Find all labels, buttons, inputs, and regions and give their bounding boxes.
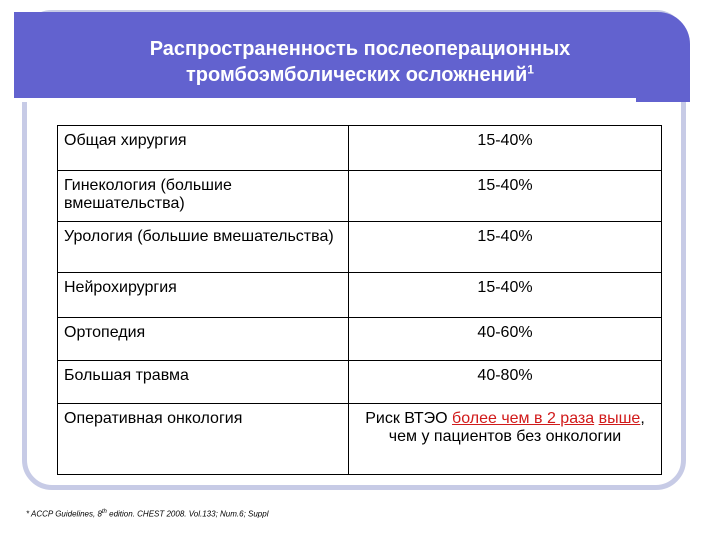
title-line-1: Распространенность послеоперационных — [149, 38, 571, 60]
complications-table: Общая хирургия 15-40% Гинекология (больш… — [57, 125, 662, 475]
slide-title: Распространенность послеоперационных тро… — [60, 36, 660, 88]
title-line-2: тромбоэмболических осложнений1 — [60, 62, 660, 88]
table-row: Нейрохирургия 15-40% — [57, 272, 662, 318]
risk-suffix: , чем у пациентов без онкологии — [388, 410, 645, 445]
footnote-superscript: th — [101, 509, 107, 515]
risk-prefix: Риск ВТЭО — [365, 410, 453, 427]
category-cell: Оперативная онкология — [57, 403, 349, 475]
header-underline — [14, 98, 636, 102]
table-row: Гинекология (большие вмешательства) 15-4… — [57, 170, 662, 222]
oncology-risk-cell: Риск ВТЭО более чем в 2 раза выше, чем у… — [348, 403, 662, 475]
value-cell: 15-40% — [348, 170, 662, 222]
footnote-suffix: edition. CHEST 2008. Vol.133; Num.6; Sup… — [106, 509, 269, 519]
category-cell: Большая травма — [57, 360, 349, 404]
value-cell: 15-40% — [348, 125, 662, 171]
title-line-2-text: тромбоэмболических осложнений — [186, 64, 528, 86]
value-cell: 40-80% — [348, 360, 662, 404]
category-cell: Нейрохирургия — [57, 272, 349, 318]
risk-highlight-1: более чем в 2 раза — [452, 410, 595, 427]
category-cell: Гинекология (большие вмешательства) — [57, 170, 349, 222]
category-cell: Урология (большие вмешательства) — [57, 221, 349, 273]
title-superscript: 1 — [527, 62, 534, 77]
footnote: * ACCP Guidelines, 8th edition. CHEST 20… — [26, 509, 268, 519]
header-band — [14, 12, 690, 102]
value-cell: 15-40% — [348, 272, 662, 318]
value-cell: 15-40% — [348, 221, 662, 273]
category-cell: Ортопедия — [57, 317, 349, 361]
table-row: Урология (большие вмешательства) 15-40% — [57, 221, 662, 273]
value-cell: 40-60% — [348, 317, 662, 361]
footnote-prefix: * ACCP Guidelines, 8 — [26, 509, 102, 519]
risk-highlight-2: выше — [598, 410, 641, 427]
table-row: Оперативная онкология Риск ВТЭО более че… — [57, 403, 662, 475]
table-row: Ортопедия 40-60% — [57, 317, 662, 361]
table-row: Большая травма 40-80% — [57, 360, 662, 404]
table-row: Общая хирургия 15-40% — [57, 125, 662, 171]
category-cell: Общая хирургия — [57, 125, 349, 171]
